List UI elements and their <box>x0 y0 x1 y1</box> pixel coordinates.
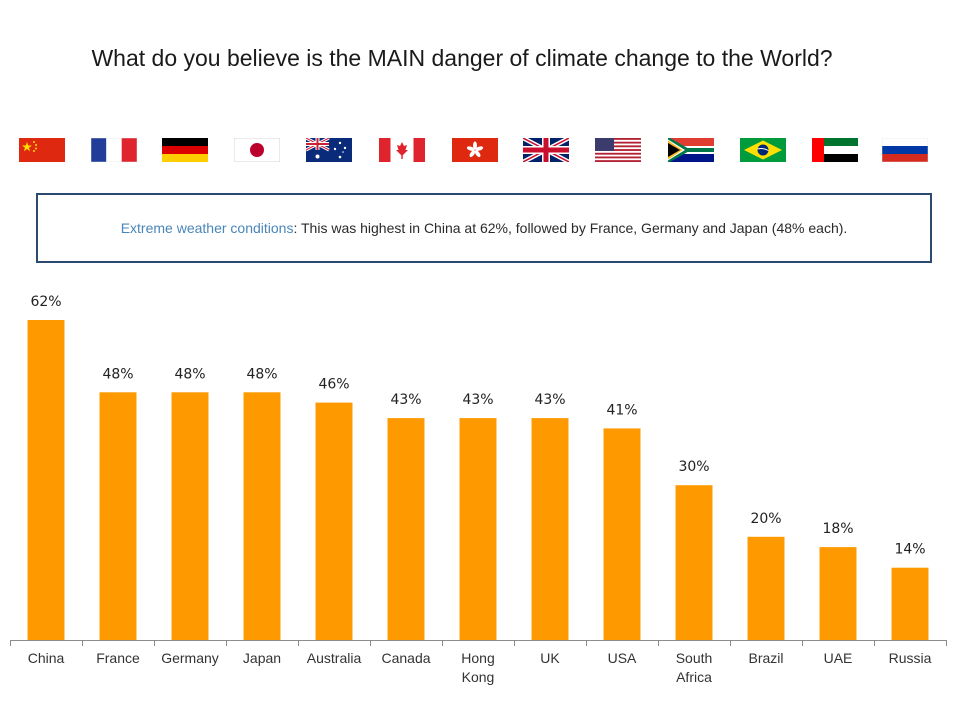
category-label: Brazil <box>748 650 783 666</box>
category-label: USA <box>608 650 637 666</box>
callout-body: : This was highest in China at 62%, foll… <box>293 219 848 236</box>
flag-row <box>0 138 960 164</box>
category-label: Russia <box>889 650 932 666</box>
bar-france <box>99 392 137 640</box>
bar-brazil <box>747 536 785 640</box>
flag-hong-kong-icon <box>452 138 498 162</box>
callout-text: Extreme weather conditions: This was hig… <box>121 218 848 239</box>
category-label: Canada <box>381 650 430 666</box>
bar-usa <box>603 428 641 640</box>
category-label: Germany <box>161 650 219 666</box>
data-label: 43% <box>462 392 493 408</box>
category-label: UK <box>540 650 560 666</box>
data-label: 41% <box>606 402 637 418</box>
bar-australia <box>315 402 353 640</box>
bar-china <box>27 320 65 640</box>
flag-germany-icon <box>162 138 208 162</box>
category-label: Japan <box>243 650 281 666</box>
bar-russia <box>891 567 929 640</box>
callout-box: Extreme weather conditions: This was hig… <box>36 193 932 263</box>
bar-chart: 62% China 48% France 48% Germany 48% Japan 46% Au… <box>10 294 947 685</box>
data-label: 46% <box>318 377 349 393</box>
chart-title: What do you believe is the MAIN danger o… <box>91 45 833 71</box>
flag-france-icon <box>91 138 137 162</box>
bar-japan <box>243 392 281 640</box>
data-label: 43% <box>534 392 565 408</box>
flag-russia-icon <box>882 138 928 162</box>
flag-brazil-icon <box>740 138 786 162</box>
flag-uae-icon <box>812 138 858 162</box>
data-label: 30% <box>678 459 709 475</box>
bar-hong-kong <box>459 418 497 640</box>
flag-usa-icon <box>595 138 641 162</box>
callout-lead: Extreme weather conditions <box>120 219 294 236</box>
bar-germany <box>171 392 209 640</box>
category-label: UAE <box>824 650 853 666</box>
data-label: 48% <box>246 366 277 382</box>
bar-uk <box>531 418 569 640</box>
flag-australia-icon <box>306 138 352 162</box>
data-label: 43% <box>390 392 421 408</box>
data-label: 48% <box>174 366 205 382</box>
category-label: South Africa <box>676 650 713 685</box>
bar-south-africa <box>675 485 713 640</box>
data-label: 18% <box>822 521 853 537</box>
category-label: Australia <box>307 650 362 666</box>
flag-south-africa-icon <box>668 138 714 162</box>
data-label: 14% <box>894 542 925 558</box>
data-label: 48% <box>102 366 133 382</box>
bar-canada <box>387 418 425 640</box>
flag-canada-icon <box>379 138 425 162</box>
category-label: China <box>28 650 65 666</box>
flag-uk-icon <box>523 138 569 162</box>
flag-china-icon <box>19 138 65 162</box>
data-label: 62% <box>30 294 61 310</box>
category-label: France <box>96 650 140 666</box>
category-label: Hong Kong <box>461 650 494 685</box>
bar-uae <box>819 547 857 640</box>
data-label: 20% <box>750 511 781 527</box>
flag-japan-icon <box>234 138 280 162</box>
